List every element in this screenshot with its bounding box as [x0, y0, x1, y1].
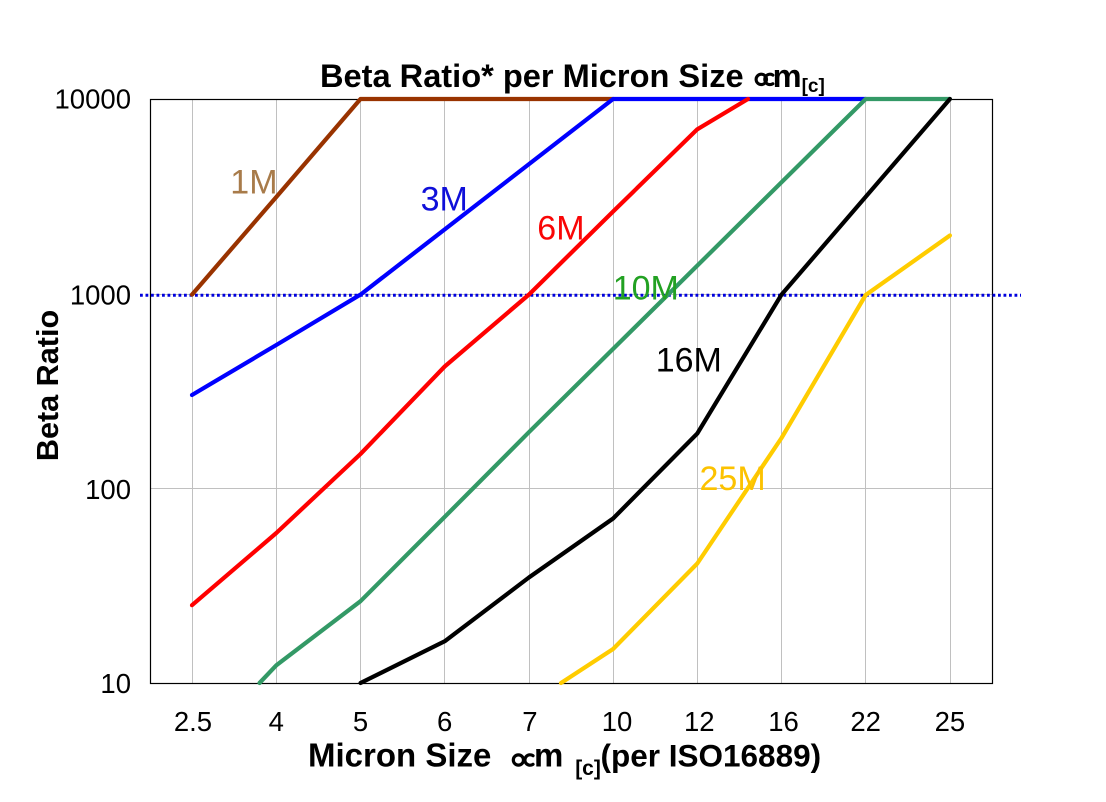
svg-text:Micron Size: Micron Size — [308, 737, 491, 774]
svg-text:6M: 6M — [537, 209, 584, 247]
svg-text:16: 16 — [768, 706, 799, 737]
svg-text:1000: 1000 — [70, 280, 131, 311]
svg-text:2.5: 2.5 — [174, 706, 212, 737]
svg-text:6: 6 — [437, 706, 452, 737]
svg-text:Beta Ratio: Beta Ratio — [31, 310, 65, 461]
svg-text:100: 100 — [85, 474, 131, 505]
svg-text:7: 7 — [522, 706, 537, 737]
svg-text:16M: 16M — [656, 342, 722, 380]
svg-text:1M: 1M — [230, 163, 277, 201]
svg-text:12: 12 — [684, 706, 715, 737]
svg-text:4: 4 — [269, 706, 284, 737]
svg-text:25: 25 — [935, 706, 966, 737]
svg-text:5: 5 — [353, 706, 368, 737]
svg-text:Beta Ratio* per Micron Size: Beta Ratio* per Micron Size — [320, 57, 744, 94]
svg-text:3M: 3M — [421, 180, 468, 218]
svg-text:10000: 10000 — [55, 83, 131, 114]
svg-text:25M: 25M — [700, 460, 766, 498]
svg-text:10: 10 — [602, 706, 633, 737]
svg-text:10M: 10M — [613, 269, 679, 307]
svg-text:22: 22 — [850, 706, 881, 737]
svg-text:10: 10 — [100, 668, 131, 699]
